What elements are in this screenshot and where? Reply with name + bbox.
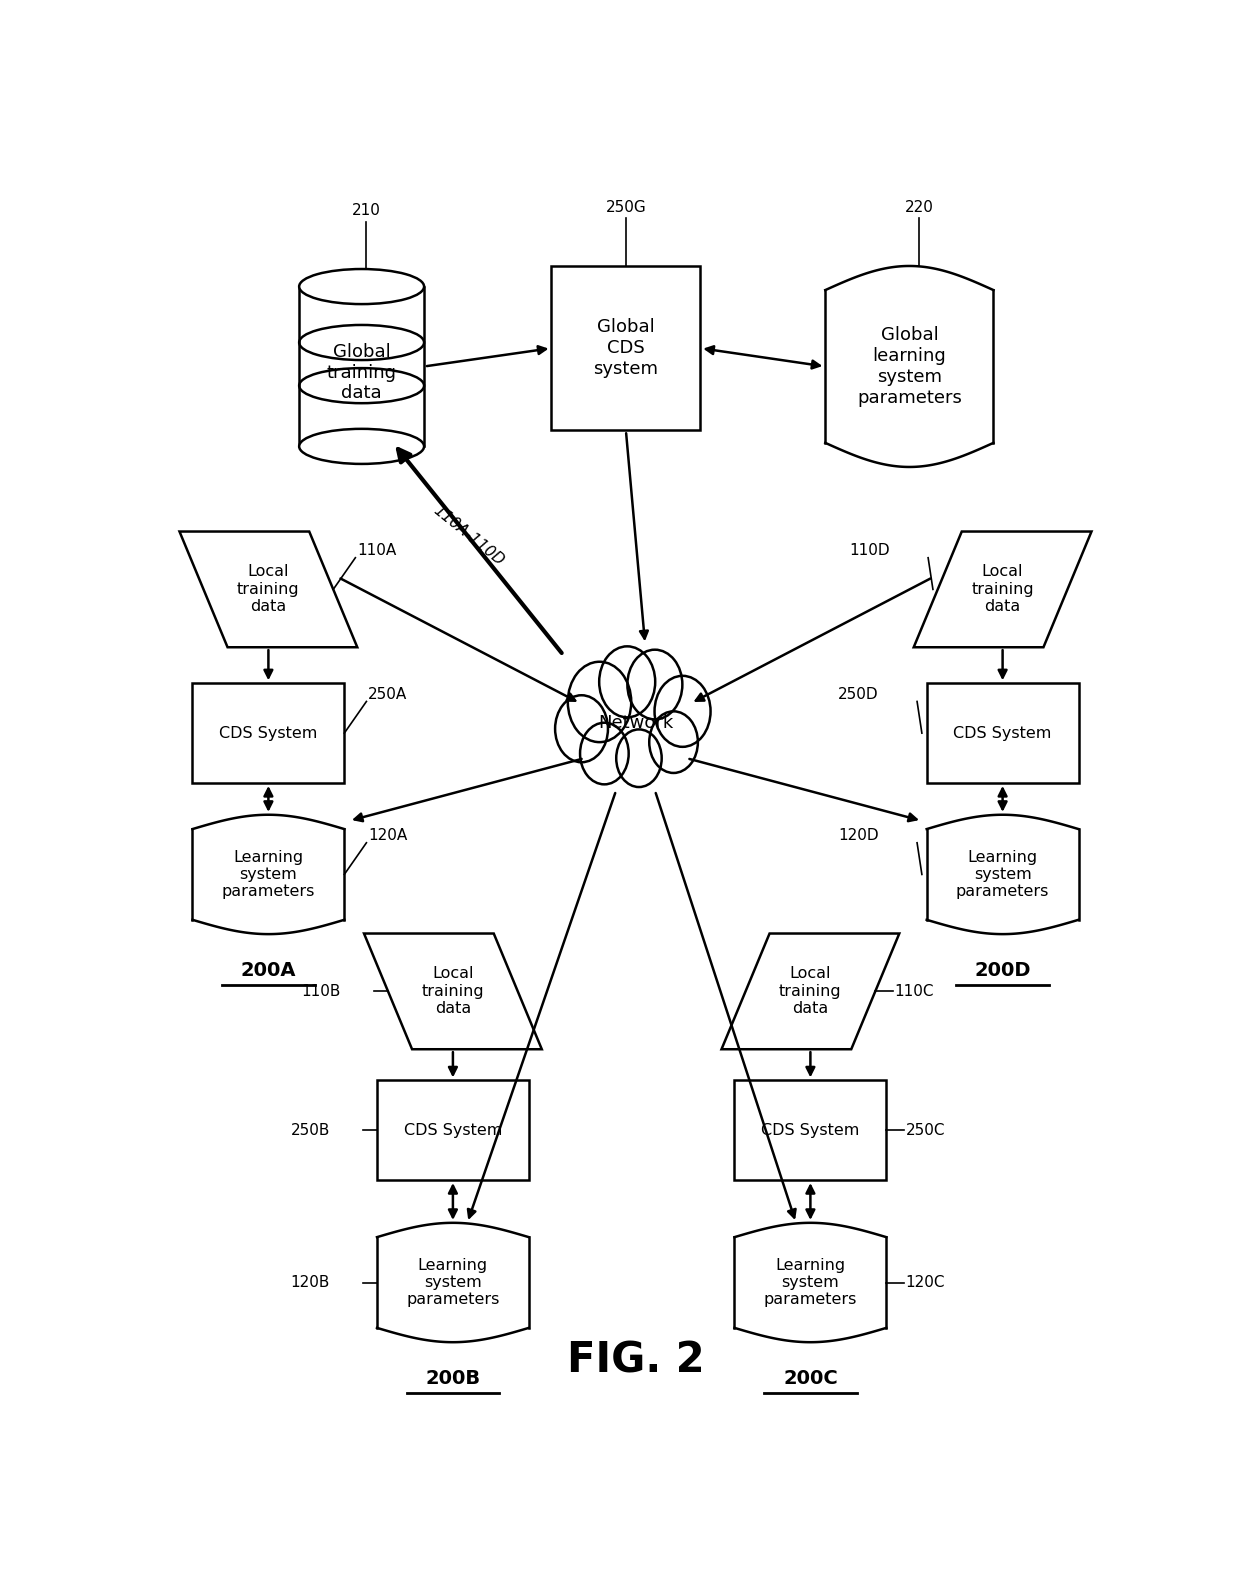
Text: 120D: 120D: [838, 829, 879, 843]
Polygon shape: [180, 532, 357, 647]
Polygon shape: [722, 933, 899, 1049]
Text: Global
CDS
system: Global CDS system: [594, 318, 658, 378]
Bar: [552, 266, 701, 430]
Text: 110D: 110D: [849, 543, 890, 558]
Bar: [734, 1237, 887, 1327]
Text: 110C: 110C: [894, 984, 934, 998]
Text: 250G: 250G: [605, 199, 646, 215]
Text: Learning
system
parameters: Learning system parameters: [222, 850, 315, 899]
Bar: [734, 1081, 887, 1180]
Polygon shape: [914, 532, 1091, 647]
Circle shape: [655, 676, 711, 747]
Text: 250C: 250C: [905, 1123, 945, 1137]
Text: Global
learning
system
parameters: Global learning system parameters: [857, 326, 962, 407]
Circle shape: [650, 712, 698, 774]
Text: 200C: 200C: [782, 1368, 838, 1387]
Text: Local
training
data: Local training data: [779, 967, 842, 1016]
Circle shape: [556, 694, 608, 763]
Text: 200B: 200B: [425, 1368, 480, 1387]
Circle shape: [627, 650, 682, 720]
Bar: [826, 290, 993, 443]
Text: Learning
system
parameters: Learning system parameters: [956, 850, 1049, 899]
Text: 250D: 250D: [838, 687, 879, 702]
Circle shape: [599, 647, 655, 717]
Bar: [299, 286, 424, 446]
Bar: [377, 1081, 528, 1180]
Text: 120B: 120B: [290, 1275, 330, 1289]
Text: 120C: 120C: [905, 1275, 945, 1289]
Text: CDS System: CDS System: [404, 1123, 502, 1137]
Text: 120A: 120A: [368, 829, 408, 843]
Text: 220: 220: [904, 199, 934, 215]
Text: Network: Network: [598, 715, 673, 732]
Ellipse shape: [299, 429, 424, 464]
Text: Local
training
data: Local training data: [971, 565, 1034, 614]
Text: 210: 210: [352, 202, 381, 218]
Text: Learning
system
parameters: Learning system parameters: [764, 1258, 857, 1307]
Bar: [926, 829, 1079, 919]
Text: FIG. 2: FIG. 2: [567, 1340, 704, 1381]
Bar: [377, 1237, 528, 1327]
Text: 110A: 110A: [357, 543, 397, 558]
Circle shape: [580, 723, 629, 785]
Text: Global
training
data: Global training data: [326, 343, 397, 402]
Text: 250B: 250B: [290, 1123, 330, 1137]
Text: Learning
system
parameters: Learning system parameters: [407, 1258, 500, 1307]
Ellipse shape: [299, 269, 424, 304]
Text: 250A: 250A: [368, 687, 408, 702]
Text: 200A: 200A: [241, 960, 296, 979]
Text: 110B: 110B: [301, 984, 341, 998]
Circle shape: [616, 729, 662, 786]
Text: Local
training
data: Local training data: [237, 565, 300, 614]
Text: 200D: 200D: [975, 960, 1030, 979]
Bar: [926, 683, 1079, 783]
Text: CDS System: CDS System: [761, 1123, 859, 1137]
Text: 110A-110D: 110A-110D: [430, 503, 506, 568]
Bar: [192, 683, 345, 783]
Text: Local
training
data: Local training data: [422, 967, 485, 1016]
Circle shape: [568, 661, 631, 742]
Bar: [192, 829, 345, 919]
Text: CDS System: CDS System: [954, 726, 1052, 740]
Text: CDS System: CDS System: [219, 726, 317, 740]
Polygon shape: [365, 933, 542, 1049]
